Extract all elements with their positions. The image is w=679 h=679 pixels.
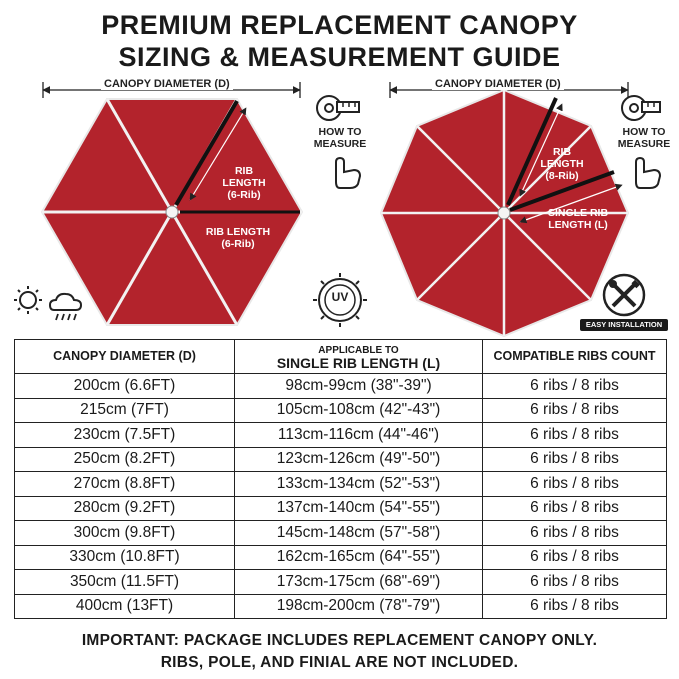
uv-label: UV xyxy=(331,290,349,304)
important-notice-line-2: RIBS, POLE, AND FINIAL ARE NOT INCLUDED. xyxy=(160,654,519,671)
cell-ribs-count: 6 ribs / 8 ribs xyxy=(482,495,667,521)
table-header-row: CANOPY DIAMETER (D) APPLICABLE TO SINGLE… xyxy=(14,339,667,374)
how-to-measure-right: HOW TO MEASURE xyxy=(617,126,671,150)
cell-rib-length: 123cm-126cm (49"-50") xyxy=(234,446,483,472)
page-title-line-2: SIZING & MEASUREMENT GUIDE xyxy=(118,42,561,72)
right-diameter-dimension xyxy=(389,82,629,98)
table-body: 200cm (6.6FT) 98cm-99cm (38"-39") 6 ribs /… xyxy=(14,373,667,619)
table-row: 330cm (10.8FT) 162cm-165cm (64"-55") 6 rib… xyxy=(14,544,667,570)
sun-icon xyxy=(14,286,42,314)
cell-diameter: 300cm (9.8FT) xyxy=(14,520,235,546)
easy-installation-badge: EASY INSTALLATION xyxy=(580,319,668,331)
cell-rib-length: 105cm-108cm (42"-43") xyxy=(234,397,483,423)
pointing-hand-icon xyxy=(635,156,662,189)
cell-ribs-count: 6 ribs / 8 ribs xyxy=(482,569,667,595)
cell-ribs-count: 6 ribs / 8 ribs xyxy=(482,544,667,570)
cell-diameter: 270cm (8.8FT) xyxy=(14,471,235,497)
cell-rib-length: 145cm-148cm (57"-58") xyxy=(234,520,483,546)
cell-diameter: 215cm (7FT) xyxy=(14,397,235,423)
important-notice-line-1: IMPORTANT: PACKAGE INCLUDES REPLACEMENT … xyxy=(81,632,598,649)
right-diameter-label: CANOPY DIAMETER (D) xyxy=(432,78,564,90)
cell-diameter: 330cm (10.8FT) xyxy=(14,544,235,570)
cell-ribs-count: 6 ribs / 8 ribs xyxy=(482,446,667,472)
cell-diameter: 200cm (6.6FT) xyxy=(14,373,235,399)
canopy-diagrams xyxy=(14,82,662,338)
cell-diameter: 250cm (8.2FT) xyxy=(14,446,235,472)
table-row: 300cm (9.8FT) 145cm-148cm (57"-58") 6 ribs… xyxy=(14,520,667,546)
cell-rib-length: 162cm-165cm (64"-55") xyxy=(234,544,483,570)
cell-ribs-count: 6 ribs / 8 ribs xyxy=(482,397,667,423)
table-row: 200cm (6.6FT) 98cm-99cm (38"-39") 6 ribs /… xyxy=(14,373,667,399)
page-title-line-1: PREMIUM REPLACEMENT CANOPY xyxy=(101,10,578,40)
cell-ribs-count: 6 ribs / 8 ribs xyxy=(482,422,667,448)
cell-ribs-count: 6 ribs / 8 ribs xyxy=(482,520,667,546)
cell-rib-length: 133cm-134cm (52"-53") xyxy=(234,471,483,497)
table-row: 350cm (11.5FT) 173cm-175cm (68"-69") 6 rib… xyxy=(14,569,667,595)
cell-ribs-count: 6 ribs / 8 ribs xyxy=(482,471,667,497)
how-to-measure-left: HOW TO MEASURE xyxy=(313,126,367,150)
header-rib-length: SINGLE RIB LENGTH (L) xyxy=(276,354,441,371)
left-diameter-label: CANOPY DIAMETER (D) xyxy=(101,78,233,90)
table-row: 270cm (8.8FT) 133cm-134cm (52"-53") 6 ribs… xyxy=(14,471,667,497)
cell-rib-length: 137cm-140cm (54"-55") xyxy=(234,495,483,521)
cell-rib-length: 113cm-116cm (44"-46") xyxy=(234,422,483,448)
right-single-rib-label: SINGLE RIB LENGTH (L) xyxy=(547,207,609,231)
left-rib-length-label-2: RIB LENGTH (6-Rib) xyxy=(205,226,271,250)
left-rib-length-label: RIB LENGTH (6-Rib) xyxy=(222,165,266,201)
table-row: 400cm (13FT) 198cm-200cm (78"-79") 6 ribs … xyxy=(14,593,667,619)
tape-measure-icon xyxy=(621,95,661,121)
header-single-rib-length: APPLICABLE TO SINGLE RIB LENGTH (L) xyxy=(234,339,483,374)
header-applicable-to: APPLICABLE TO xyxy=(318,344,399,356)
header-compatible-ribs: COMPATIBLE RIBS COUNT xyxy=(482,339,667,374)
table-row: 230cm (7.5FT) 113cm-116cm (44"-46") 6 ribs… xyxy=(14,422,667,448)
uv-badge-icon xyxy=(313,273,367,327)
table-row: 250cm (8.2FT) 123cm-126cm (49"-50") 6 ribs… xyxy=(14,446,667,472)
left-canopy-6-rib xyxy=(40,98,304,326)
table-row: 215cm (7FT) 105cm-108cm (42"-43") 6 ribs /… xyxy=(14,397,667,423)
table-row: 280cm (9.2FT) 137cm-140cm (54"-55") 6 ribs… xyxy=(14,495,667,521)
header-canopy-diameter: CANOPY DIAMETER (D) xyxy=(14,339,235,374)
left-diameter-dimension xyxy=(42,82,301,98)
tools-icon xyxy=(602,273,646,317)
cell-diameter: 350cm (11.5FT) xyxy=(14,569,235,595)
cell-rib-length: 198cm-200cm (78"-79") xyxy=(234,593,483,619)
cell-diameter: 230cm (7.5FT) xyxy=(14,422,235,448)
cell-ribs-count: 6 ribs / 8 ribs xyxy=(482,373,667,399)
right-canopy-8-rib xyxy=(379,88,630,338)
pointing-hand-icon xyxy=(335,156,362,189)
cell-diameter: 280cm (9.2FT) xyxy=(14,495,235,521)
rain-cloud-icon xyxy=(48,292,83,321)
cell-rib-length: 173cm-175cm (68"-69") xyxy=(234,569,483,595)
sizing-table: CANOPY DIAMETER (D) APPLICABLE TO SINGLE… xyxy=(14,339,667,619)
cell-rib-length: 98cm-99cm (38"-39") xyxy=(234,373,483,399)
right-rib-length-label: RIB LENGTH (8-Rib) xyxy=(540,146,584,182)
tape-measure-icon xyxy=(316,95,360,121)
cell-ribs-count: 6 ribs / 8 ribs xyxy=(482,593,667,619)
cell-diameter: 400cm (13FT) xyxy=(14,593,235,619)
